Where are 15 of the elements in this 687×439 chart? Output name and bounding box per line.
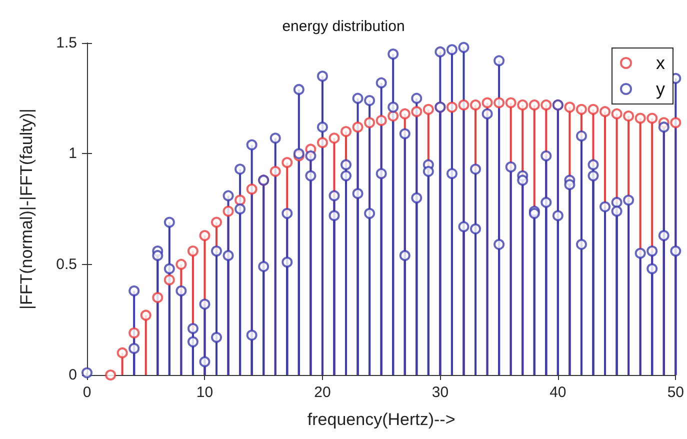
y-tick-label: 1.5 bbox=[56, 34, 77, 52]
x-tick-label: 20 bbox=[314, 384, 331, 401]
x-tick-label: 50 bbox=[667, 384, 684, 401]
y-axis-title: |FFT(normal)|-|FFT(faulty)| bbox=[17, 108, 36, 310]
x-tick-label: 0 bbox=[82, 384, 92, 401]
legend-label: y bbox=[656, 79, 665, 99]
x-tick-label: 10 bbox=[196, 384, 214, 401]
x-axis-title: frequency(Hertz)--> bbox=[307, 410, 456, 429]
y-tick-label: 0.5 bbox=[56, 256, 77, 273]
x-tick-label: 40 bbox=[550, 384, 566, 401]
y-tick-label: 1 bbox=[68, 145, 77, 162]
legend-label: x bbox=[656, 53, 665, 73]
y-tick-label: 0 bbox=[68, 366, 77, 384]
chart-title: energy distribution bbox=[282, 18, 405, 35]
x-tick-label: 30 bbox=[432, 384, 449, 401]
